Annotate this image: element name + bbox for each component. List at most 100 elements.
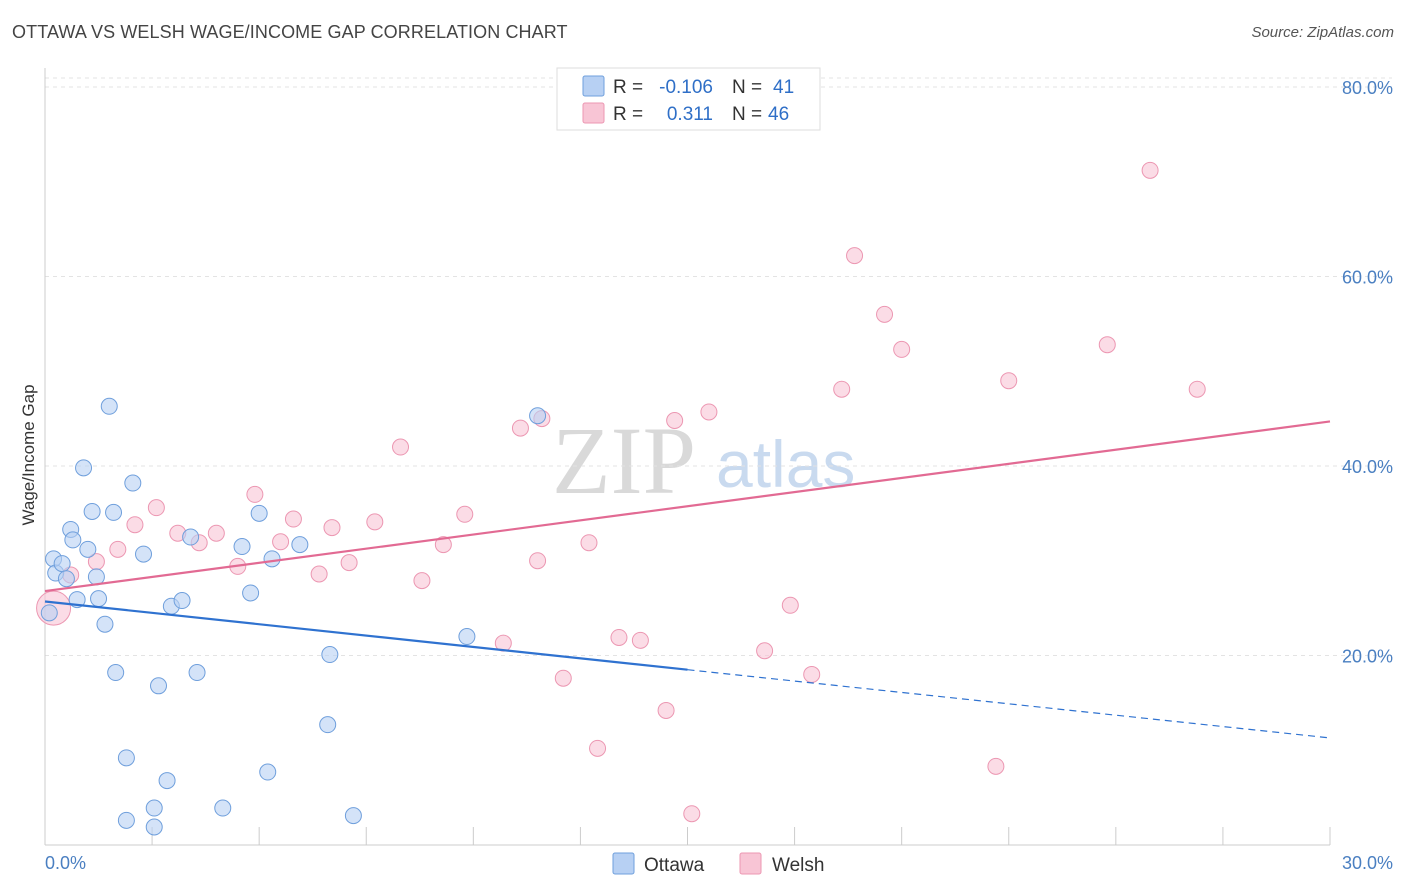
welsh-point bbox=[126, 516, 144, 534]
bottom-legend-swatch-welsh bbox=[739, 852, 762, 875]
ottawa-point bbox=[90, 590, 108, 608]
welsh-point bbox=[511, 419, 529, 437]
x-tick-label-max: 30.0% bbox=[1342, 853, 1393, 873]
ottawa-point bbox=[105, 503, 123, 521]
welsh-point bbox=[366, 513, 384, 531]
welsh-point bbox=[683, 805, 701, 823]
welsh-point bbox=[207, 524, 225, 542]
welsh-point bbox=[529, 552, 547, 570]
welsh-point bbox=[1141, 161, 1159, 179]
ottawa-point bbox=[117, 749, 135, 767]
welsh-point bbox=[803, 665, 821, 683]
ottawa-point bbox=[145, 818, 163, 836]
welsh-point bbox=[631, 631, 649, 649]
correlation-legend: R = -0.106 N = 41 R = 0.311 N = 46 bbox=[556, 67, 821, 131]
welsh-trend-line bbox=[44, 420, 1331, 593]
ottawa-point bbox=[344, 807, 362, 825]
y-tick-label: 60.0% bbox=[1342, 267, 1393, 287]
ottawa-point bbox=[53, 555, 71, 573]
ottawa-point bbox=[117, 811, 135, 829]
legend-n-label-welsh: N = bbox=[732, 104, 762, 125]
legend-r-label-ottawa: R = bbox=[613, 77, 643, 98]
ottawa-point bbox=[259, 763, 277, 781]
ottawa-point bbox=[250, 504, 268, 522]
welsh-point bbox=[893, 340, 911, 358]
legend-r-value-welsh: 0.311 bbox=[667, 104, 713, 125]
welsh-point bbox=[272, 533, 290, 551]
ottawa-point bbox=[145, 799, 163, 817]
ottawa-point bbox=[158, 772, 176, 790]
gridlines bbox=[45, 77, 1392, 656]
ottawa-point bbox=[214, 799, 232, 817]
welsh-point bbox=[846, 247, 864, 265]
ottawa-point bbox=[263, 550, 281, 568]
ottawa-point bbox=[75, 459, 93, 477]
ottawa-point bbox=[319, 716, 337, 734]
bottom-legend-label-welsh: Welsh bbox=[772, 855, 824, 876]
welsh-point bbox=[833, 380, 851, 398]
welsh-point bbox=[323, 519, 341, 537]
y-axis-label: Wage/Income Gap bbox=[19, 384, 38, 525]
welsh-point bbox=[413, 572, 431, 590]
data-points bbox=[36, 161, 1206, 836]
chart-title: OTTAWA VS WELSH WAGE/INCOME GAP CORRELAT… bbox=[12, 22, 568, 42]
ottawa-point bbox=[40, 604, 58, 622]
watermark-atlas: atlas bbox=[716, 427, 855, 501]
y-tick-label: 40.0% bbox=[1342, 457, 1393, 477]
legend-n-label-ottawa: N = bbox=[732, 77, 762, 98]
ottawa-point bbox=[182, 528, 200, 546]
ottawa-point bbox=[107, 664, 125, 682]
ottawa-point bbox=[173, 592, 191, 610]
welsh-point bbox=[554, 669, 572, 687]
ottawa-point bbox=[100, 397, 118, 415]
welsh-point bbox=[876, 305, 894, 323]
legend-n-value-welsh: 46 bbox=[768, 104, 789, 125]
series-legend: Ottawa Welsh bbox=[612, 852, 824, 876]
bottom-legend-swatch-ottawa bbox=[612, 852, 635, 875]
ottawa-point bbox=[124, 474, 142, 492]
ottawa-trend-extension bbox=[687, 669, 1331, 739]
x-tick-label-min: 0.0% bbox=[45, 853, 86, 873]
welsh-point bbox=[1098, 336, 1116, 354]
welsh-point bbox=[700, 403, 718, 421]
welsh-point bbox=[284, 510, 302, 528]
ottawa-point bbox=[57, 570, 75, 588]
y-tick-labels: 20.0% 40.0% 60.0% 80.0% bbox=[1342, 78, 1393, 667]
legend-swatch-ottawa bbox=[582, 75, 605, 97]
ottawa-point bbox=[150, 677, 168, 695]
welsh-point bbox=[147, 499, 165, 517]
trend-lines bbox=[44, 420, 1331, 739]
welsh-point bbox=[1188, 380, 1206, 398]
ottawa-point bbox=[233, 538, 251, 556]
ottawa-point bbox=[135, 545, 153, 563]
welsh-point bbox=[310, 565, 328, 583]
welsh-point bbox=[340, 554, 358, 572]
welsh-point bbox=[657, 701, 675, 719]
legend-n-value-ottawa: 41 bbox=[773, 77, 794, 98]
welsh-point bbox=[756, 642, 774, 660]
ottawa-point bbox=[458, 628, 476, 646]
welsh-point bbox=[666, 411, 684, 429]
y-tick-label: 80.0% bbox=[1342, 78, 1393, 98]
welsh-point bbox=[1000, 372, 1018, 390]
legend-swatch-welsh bbox=[582, 102, 605, 124]
welsh-point bbox=[589, 739, 607, 757]
legend-r-value-ottawa: -0.106 bbox=[659, 77, 713, 98]
bottom-legend-label-ottawa: Ottawa bbox=[644, 855, 705, 876]
ottawa-point bbox=[79, 540, 97, 558]
welsh-point bbox=[987, 757, 1005, 775]
ottawa-trend-line bbox=[44, 600, 688, 671]
ottawa-point bbox=[242, 584, 260, 602]
ottawa-point bbox=[83, 502, 101, 520]
ottawa-point bbox=[96, 615, 114, 633]
ottawa-point bbox=[529, 407, 547, 425]
ottawa-point bbox=[321, 646, 339, 664]
source-credit: Source: ZipAtlas.com bbox=[1251, 24, 1394, 41]
legend-r-label-welsh: R = bbox=[613, 104, 643, 125]
y-tick-label: 20.0% bbox=[1342, 646, 1393, 666]
welsh-point bbox=[246, 485, 264, 503]
x-axis-ticks bbox=[44, 827, 1331, 845]
welsh-point bbox=[434, 536, 452, 554]
welsh-point bbox=[781, 596, 799, 614]
